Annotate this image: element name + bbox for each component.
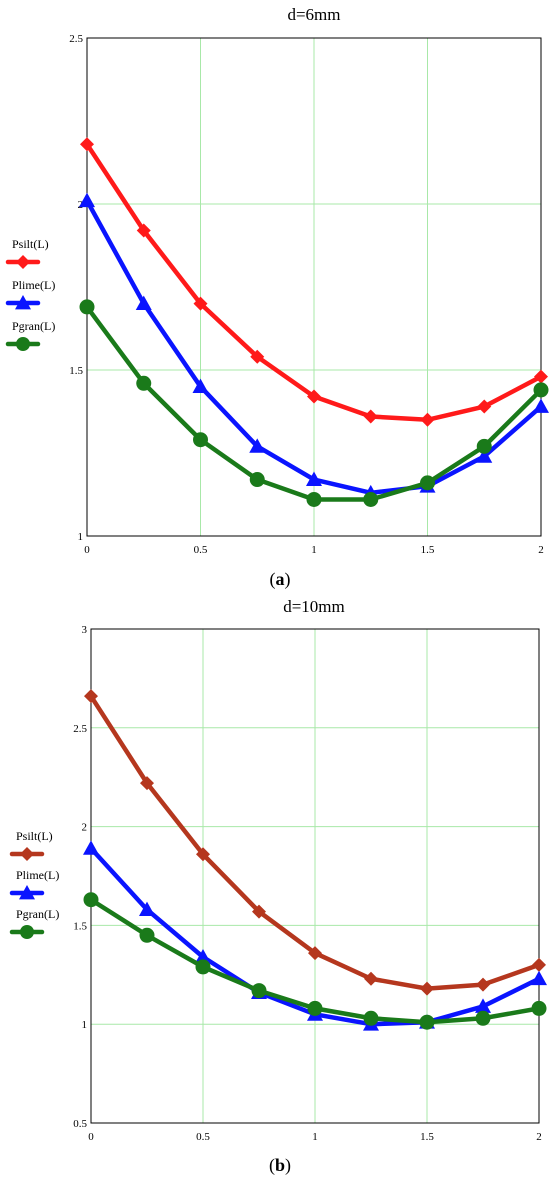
legend-label: Plime(L) [12,278,55,292]
data-point [139,927,155,943]
panel-caption-b: (b) [269,1155,291,1176]
legend-label: Psilt(L) [16,829,53,843]
x-tick-label: 0.5 [196,1131,210,1143]
y-tick-label: 2 [82,822,88,834]
data-point [196,847,210,862]
data-point [531,970,547,986]
data-point [135,295,152,310]
data-point [195,959,211,975]
data-point [419,1014,435,1030]
data-point [139,901,155,916]
data-point [420,475,435,491]
chart-title: d=10mm [283,597,345,616]
data-point [83,840,99,855]
legend: Psilt(L) Plime(L) Pgran(L) [5,237,55,351]
data-point [532,957,546,972]
data-point [308,946,322,961]
legend-label: Plime(L) [16,868,59,882]
data-point [363,409,378,424]
data-point [79,299,95,315]
x-tick-label: 1.5 [421,544,435,556]
legend-marker [16,255,30,269]
plot-area-frame [86,37,542,537]
data-point [136,375,152,391]
data-point [364,971,378,986]
series-group [79,137,549,507]
y-tick-label: 3 [82,624,88,636]
data-point [306,491,322,507]
data-point [477,399,492,414]
legend-marker [20,925,34,939]
data-point [533,398,549,413]
x-tick-label: 2 [536,1131,542,1143]
data-point [192,378,209,393]
data-point [252,904,266,919]
legend-label: Pgran(L) [12,319,55,333]
x-tick-label: 0 [84,544,90,556]
x-tick-label: 0.5 [194,544,208,556]
data-point [79,192,95,208]
plot-area-frame [90,628,540,1124]
y-tick-label: 1.5 [73,920,87,932]
data-point [140,776,154,791]
data-point [533,382,549,398]
y-tick-label: 1 [82,1019,88,1031]
data-point [80,137,94,152]
data-point [136,223,151,238]
data-point [420,981,434,996]
series-group [83,689,547,1031]
y-tick-label: 0.5 [73,1118,87,1130]
y-tick-label: 2.5 [73,723,87,735]
data-point [307,389,321,404]
legend-label: Psilt(L) [12,237,49,251]
y-tick-label: 1 [78,531,84,543]
x-tick-label: 1.5 [420,1131,434,1143]
data-point [249,438,266,453]
data-point [363,491,379,507]
data-point [476,977,490,992]
data-point [475,1010,491,1026]
x-tick-label: 1 [312,1131,318,1143]
data-point [531,1000,547,1016]
data-point [193,296,208,311]
data-point [420,412,435,427]
grid [91,629,539,1123]
legend-marker [20,847,34,861]
data-point [307,1000,323,1016]
legend-marker [19,885,35,900]
data-point [84,689,98,704]
y-tick-label: 2.5 [69,33,83,45]
x-tick-label: 1 [311,544,317,556]
data-point [534,369,548,384]
x-tick-label: 2 [538,544,544,556]
data-point [363,1010,379,1026]
data-point [476,438,492,454]
x-tick-label: 0 [88,1131,94,1143]
tick-labels: 0 0.5 1 1.5 20.511.522.53 [73,624,542,1143]
y-tick-label: 1.5 [69,365,83,377]
legend-label: Pgran(L) [16,907,59,921]
data-point [476,448,493,463]
legend: Psilt(L) Plime(L) Pgran(L) [9,829,59,939]
grid [87,38,541,536]
data-point [306,471,322,486]
chart-panel-b: d=10mm 0 0.5 1 1.5 20.511.522.53 Psilt(L)Pli… [9,597,547,1176]
panel-caption-a: (a) [270,569,291,590]
data-point [251,983,267,999]
data-point [195,949,211,964]
data-point [475,998,491,1013]
data-point [193,432,208,448]
data-point [249,472,265,488]
data-point [83,892,99,908]
legend-marker [15,295,31,310]
legend-marker [16,337,30,351]
data-point [250,349,265,364]
chart-title: d=6mm [287,5,340,24]
